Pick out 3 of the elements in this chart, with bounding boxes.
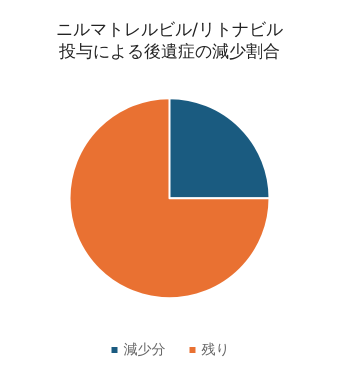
legend-label: 減少分 xyxy=(124,342,166,358)
legend-label: 残り xyxy=(202,342,230,358)
chart-title: ニルマトレルビル/リトナビル投与による後遺症の減少割合 xyxy=(56,20,283,62)
